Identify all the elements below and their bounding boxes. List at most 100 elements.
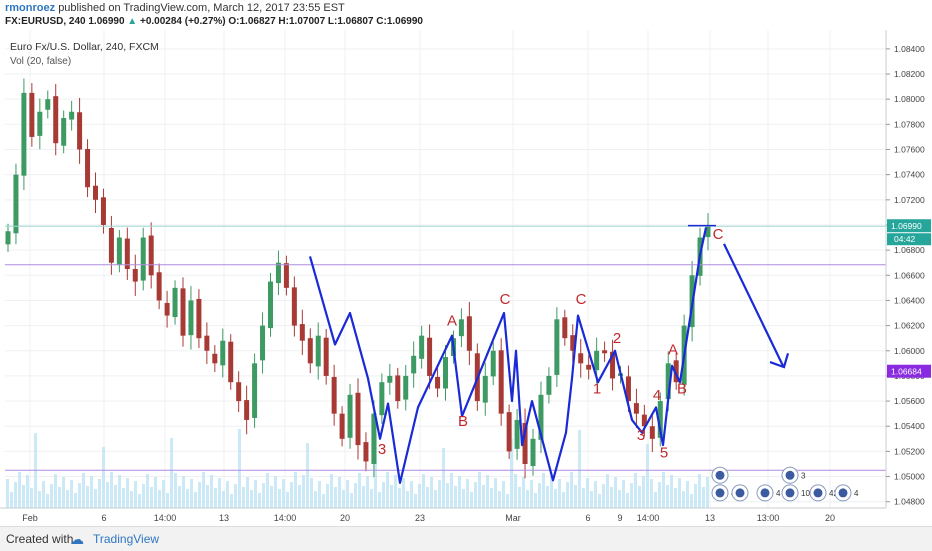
candle-up <box>275 262 281 284</box>
volume-bar <box>534 493 537 508</box>
volume-bar <box>510 439 513 508</box>
event-marker-dot <box>785 470 795 480</box>
volume-bar <box>706 477 709 508</box>
event-marker-dot <box>735 488 745 498</box>
volume-bar <box>338 477 341 508</box>
price-tick-label: 1.08200 <box>894 69 925 79</box>
price-tick-label: 1.06800 <box>894 245 925 255</box>
wave-label: 2 <box>613 330 621 347</box>
event-marker-dot <box>715 488 725 498</box>
price-tick-label: 1.05400 <box>894 421 925 431</box>
volume-bar <box>554 489 557 508</box>
volume-bar <box>194 492 197 508</box>
volume-bar <box>126 478 129 508</box>
tradingview-brand-link[interactable]: TradingView <box>93 532 160 546</box>
volume-bar <box>646 444 649 508</box>
candle-down <box>236 382 242 402</box>
volume-bar <box>498 491 501 508</box>
volume-bar <box>518 487 521 508</box>
volume-bar <box>458 476 461 508</box>
event-marker-dot <box>785 488 795 498</box>
volume-bar <box>602 484 605 508</box>
author-link[interactable]: rmonroez <box>5 2 56 14</box>
volume-bar <box>642 476 645 508</box>
volume-bar <box>150 487 153 508</box>
volume-bar <box>354 483 357 508</box>
projection-arrow-line <box>723 243 784 367</box>
time-tick-label: 23 <box>415 513 425 523</box>
volume-bar <box>250 490 253 508</box>
volume-bar <box>94 489 97 508</box>
event-count-label: 4 <box>854 489 859 498</box>
volume-bar <box>38 491 41 508</box>
wave-label: 3 <box>637 427 645 444</box>
candle-down <box>100 197 106 225</box>
event-count-label: 4 <box>776 489 781 498</box>
candle-up <box>140 237 146 281</box>
candle-down <box>522 422 528 464</box>
volume-bar <box>478 472 481 508</box>
volume-bar <box>566 482 569 508</box>
time-tick-label: 20 <box>825 513 835 523</box>
volume-bar <box>306 443 309 508</box>
volume-bar <box>58 487 61 508</box>
candle-down <box>77 112 83 150</box>
volume-bar <box>242 487 245 508</box>
volume-bar <box>462 489 465 508</box>
volume-bar <box>666 485 669 508</box>
volume-bar <box>506 494 509 508</box>
volume-bar <box>10 492 13 508</box>
candle-down <box>291 287 297 326</box>
candle-down <box>435 376 441 389</box>
event-marker-dot <box>715 470 725 480</box>
candle-up <box>5 231 11 245</box>
symbol-quote-line: FX:EURUSD, 240 1.06990 ▲ +0.00284 (+0.27… <box>5 16 423 27</box>
volume-bar <box>90 476 93 508</box>
volume-bar <box>334 487 337 508</box>
volume-bar <box>654 492 657 508</box>
price-tick-label: 1.05200 <box>894 446 925 456</box>
candle-up <box>188 300 194 336</box>
volume-bar <box>6 479 9 508</box>
price-tick-label: 1.08400 <box>894 44 925 54</box>
countdown-value: 04:42 <box>894 234 916 244</box>
volume-bar <box>122 488 125 508</box>
volume-bar <box>690 494 693 508</box>
volume-bar <box>434 490 437 508</box>
time-tick-label: 6 <box>585 513 590 523</box>
time-tick-label: 14:00 <box>637 513 660 523</box>
price-tick-label: 1.06400 <box>894 295 925 305</box>
candle-down <box>180 288 186 336</box>
candle-down <box>85 148 91 188</box>
candle-down <box>283 263 289 288</box>
candle-up <box>69 111 75 120</box>
candlestick-chart[interactable]: AC3BC21435ABC3441064241.084001.082001.08… <box>0 30 932 526</box>
time-tick-label: 6 <box>101 513 106 523</box>
volume-bar <box>422 474 425 508</box>
time-tick-label: 13 <box>219 513 229 523</box>
volume-bar <box>426 487 429 508</box>
volume-bar <box>290 482 293 508</box>
volume-bar <box>342 490 345 508</box>
volume-bar <box>674 488 677 508</box>
volume-bar <box>66 490 69 508</box>
price-tick-label: 1.07400 <box>894 170 925 180</box>
volume-bar <box>170 438 173 508</box>
wave-label: 4 <box>653 387 661 404</box>
wave-label: B <box>677 381 687 398</box>
tradingview-logo-icon[interactable]: ☁ <box>70 531 84 547</box>
volume-bar <box>586 478 589 508</box>
volume-bar <box>266 473 269 508</box>
candle-up <box>538 394 544 440</box>
price-tick-label: 1.07800 <box>894 119 925 129</box>
volume-bar <box>158 490 161 508</box>
volume-bar <box>362 486 365 508</box>
event-marker-dot <box>813 488 823 498</box>
candle-up <box>45 99 51 110</box>
candle-up <box>458 319 464 337</box>
candle-up <box>172 287 178 318</box>
volume-bar <box>106 482 109 508</box>
event-marker-dot <box>760 488 770 498</box>
chart-area[interactable]: AC3BC21435ABC3441064241.084001.082001.08… <box>0 30 932 526</box>
volume-bar <box>318 481 321 508</box>
